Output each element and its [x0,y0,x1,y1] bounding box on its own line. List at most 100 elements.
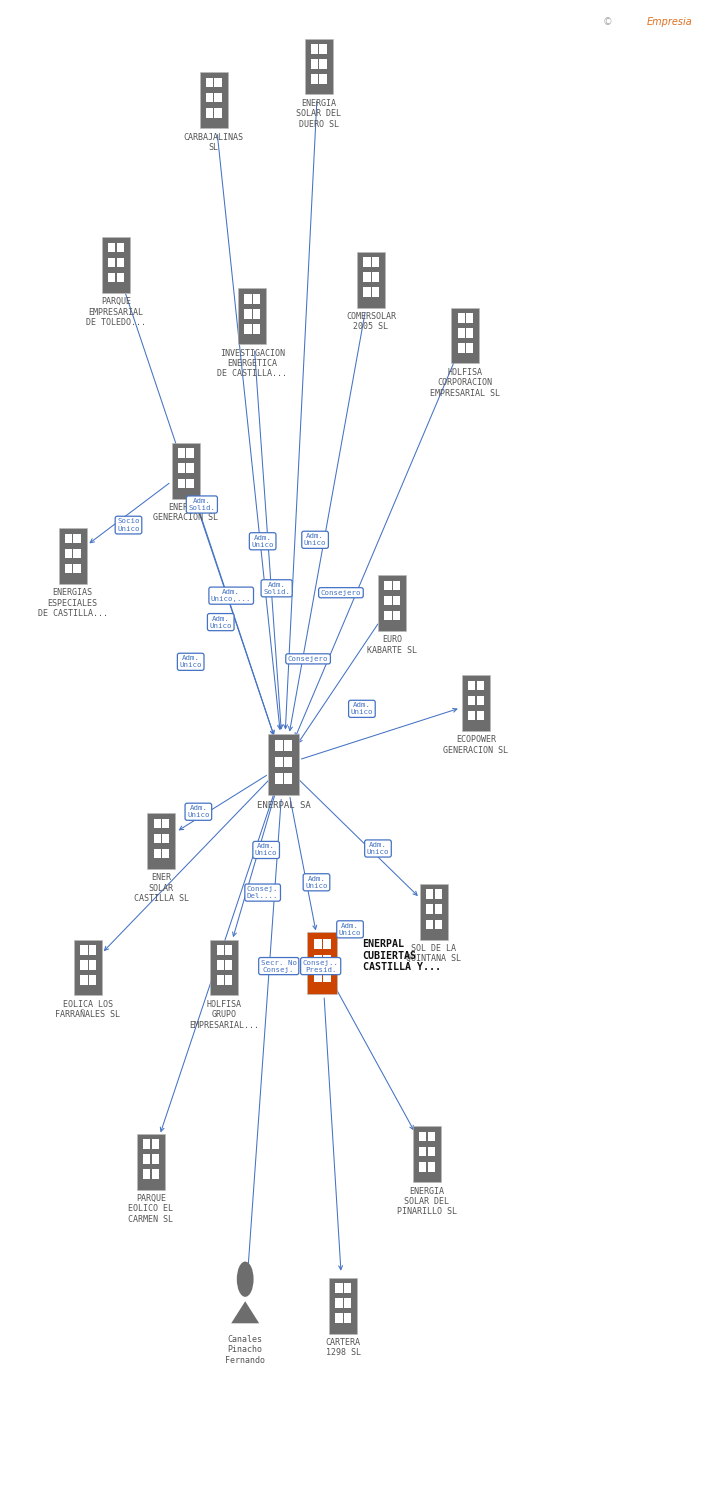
Bar [225,960,232,970]
Bar [186,478,194,488]
Bar [199,72,228,128]
Bar [323,972,331,982]
Bar [344,1284,351,1293]
Text: Empresia: Empresia [646,16,692,27]
Bar [336,1284,343,1293]
Bar [344,1314,351,1323]
Bar [477,681,484,690]
Bar [384,610,392,621]
Bar [275,740,283,750]
Bar [74,549,81,558]
Bar [238,288,266,345]
Bar [320,58,327,69]
Text: ECOPOWER
GENERACION SL: ECOPOWER GENERACION SL [443,735,508,754]
Text: Consej..
Presid.: Consej.. Presid. [303,960,339,972]
Text: Consejero: Consejero [288,656,328,662]
Text: Adm.
Unico: Adm. Unico [255,843,277,856]
Bar [154,849,161,858]
Bar [65,564,72,573]
Bar [89,960,96,970]
Bar [151,1155,159,1164]
Bar [458,314,465,322]
Bar [458,344,465,352]
Bar [215,78,222,87]
Text: CARBAJALINAS
SL: CARBAJALINAS SL [183,132,244,152]
Bar [372,258,379,267]
Bar [206,93,213,102]
Bar [74,939,102,996]
Bar [458,328,465,338]
Bar [178,448,186,458]
Bar [477,711,484,720]
Bar [89,975,96,986]
Bar [427,1162,435,1172]
Bar [336,1299,343,1308]
Bar [80,975,87,986]
Bar [216,975,223,986]
Bar [162,819,170,828]
Bar [468,696,475,705]
Bar [435,890,442,898]
Text: ENERPAL
CUBIERTAS
CASTILLA Y...: ENERPAL CUBIERTAS CASTILLA Y... [363,939,440,972]
Text: ENER
SOLAR
CASTILLA SL: ENER SOLAR CASTILLA SL [134,873,189,903]
Bar [363,288,371,297]
Text: EOLICA LOS
FARRAÑALES SL: EOLICA LOS FARRAÑALES SL [55,1000,120,1020]
Bar [162,834,170,843]
Bar [384,580,392,590]
Text: COMERSOLAR
2005 SL: COMERSOLAR 2005 SL [346,312,396,332]
Text: Adm.
Unico: Adm. Unico [339,922,361,936]
Text: PARQUE
EMPRESARIAL
DE TOLEDO...: PARQUE EMPRESARIAL DE TOLEDO... [86,297,146,327]
Bar [102,237,130,292]
Bar [344,1299,351,1308]
Text: Adm.
Unico: Adm. Unico [351,702,373,715]
Bar [225,975,232,986]
Bar [178,464,186,472]
Bar [245,294,252,303]
Bar [336,1314,343,1323]
Bar [80,945,87,954]
Bar [435,904,442,914]
Bar [74,564,81,573]
Bar [210,939,238,996]
Bar [143,1140,151,1149]
Text: Adm.
Unico: Adm. Unico [210,615,232,628]
Bar [363,258,371,267]
Text: HOLFISA
GRUPO
EMPRESARIAL...: HOLFISA GRUPO EMPRESARIAL... [189,1000,259,1029]
Bar [108,258,116,267]
Bar [108,243,116,252]
Text: Adm.
Solid.: Adm. Solid. [189,498,215,512]
Text: HOLFISA
CORPORACION
EMPRESARIAL SL: HOLFISA CORPORACION EMPRESARIAL SL [430,368,500,398]
Bar [468,681,475,690]
Bar [372,288,379,297]
Bar [151,1140,159,1149]
Bar [216,960,223,970]
Text: Adm.
Solid.: Adm. Solid. [263,582,290,596]
Bar [178,478,186,488]
Bar [147,813,175,868]
Text: Consejero: Consejero [321,590,361,596]
Text: Adm.
Unico: Adm. Unico [251,536,274,548]
Text: Socio
Único: Socio Único [117,519,140,532]
Bar [216,945,223,954]
Bar [384,596,392,604]
Bar [253,294,260,303]
Bar [80,960,87,970]
Text: Consej.
Del....: Consej. Del.... [247,886,278,898]
Bar [285,774,293,783]
Bar [329,1278,357,1334]
Bar [275,756,283,766]
Bar [378,574,406,632]
Bar [426,904,433,914]
Bar [413,1126,441,1182]
Bar [206,108,213,117]
Text: PARQUE
EOLICO EL
CARMEN SL: PARQUE EOLICO EL CARMEN SL [128,1194,173,1224]
Text: INVESTIGACION
ENERGETICA
DE CASTILLA...: INVESTIGACION ENERGETICA DE CASTILLA... [217,348,287,378]
Bar [65,549,72,558]
Bar [466,328,473,338]
Bar [151,1170,159,1179]
Bar [363,273,371,282]
Text: ENERGIA
SOLAR DEL
DUERO SL: ENERGIA SOLAR DEL DUERO SL [296,99,341,129]
Bar [392,610,400,621]
Bar [466,314,473,322]
Bar [426,890,433,898]
